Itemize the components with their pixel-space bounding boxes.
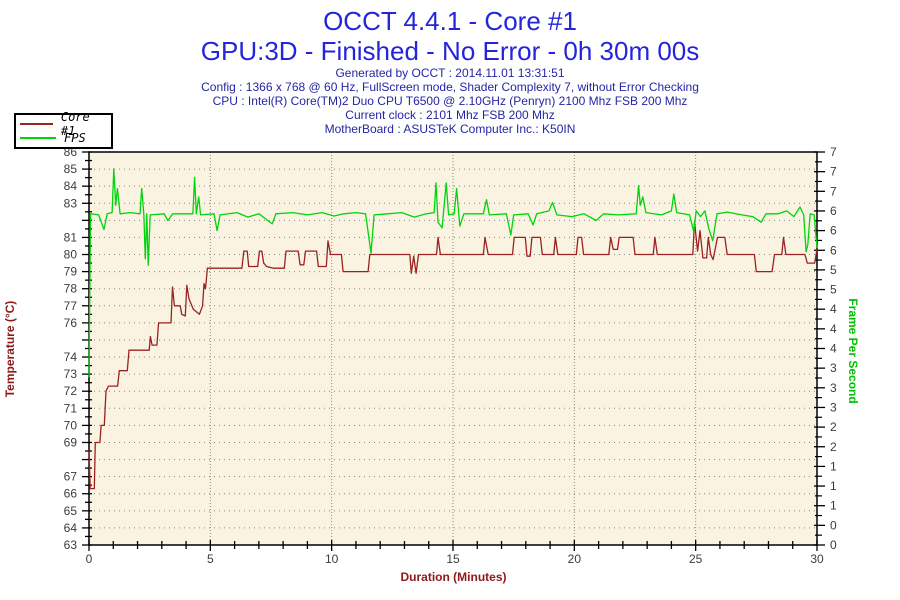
y-right-tick-label: 3 <box>830 400 837 414</box>
y-left-tick-label: 84 <box>64 179 78 193</box>
y-right-tick-label: 0 <box>830 518 837 532</box>
y-right-tick-label: 2 <box>830 440 837 454</box>
y-left-tick-label: 81 <box>64 230 78 244</box>
y-right-tick-label: 4 <box>830 322 837 336</box>
fps-line-swatch <box>20 137 56 139</box>
x-tick-label: 25 <box>689 552 703 566</box>
y-left-tick-label: 79 <box>64 265 78 279</box>
y-left-tick-label: 74 <box>64 350 78 364</box>
x-tick-label: 5 <box>207 552 214 566</box>
x-tick-label: 30 <box>810 552 824 566</box>
y-left-tick-label: 66 <box>64 487 78 501</box>
info-motherboard: MotherBoard : ASUSTeK Computer Inc.: K50… <box>324 122 576 136</box>
report-header: OCCT 4.4.1 - Core #1 GPU:3D - Finished -… <box>0 0 900 136</box>
chart-legend: Core #1 FPS <box>14 110 113 149</box>
y-left-tick-label: 85 <box>64 162 78 176</box>
info-generated: Generated by OCCT : 2014.11.01 13:31:51 <box>335 66 565 80</box>
y-left-tick-label: 73 <box>64 367 78 381</box>
x-tick-label: 10 <box>325 552 339 566</box>
gridlines <box>89 152 817 545</box>
x-tick-label: 15 <box>446 552 460 566</box>
temperature-series-line <box>88 221 818 490</box>
y-axis-title-fps: Frame Per Second <box>846 298 860 404</box>
y-axis-title-temperature: Temperature (°C) <box>3 300 17 398</box>
y-left-tick-label: 77 <box>64 299 78 313</box>
y-left-tick-label: 80 <box>64 248 78 262</box>
legend-item-fps: FPS <box>16 131 111 145</box>
info-cpu: CPU : Intel(R) Core(TM)2 Duo CPU T6500 @… <box>212 94 688 108</box>
y-left-tick-label: 63 <box>64 538 78 552</box>
y-right-tick-label: 3 <box>830 381 837 395</box>
y-left-tick-label: 65 <box>64 504 78 518</box>
y-right-tick-label: 1 <box>830 479 837 493</box>
y-left-tick-label: 76 <box>64 316 78 330</box>
y-left-tick-label: 70 <box>64 418 78 432</box>
y-right-tick-label: 4 <box>830 342 837 356</box>
y-right-tick-label: 5 <box>830 263 837 277</box>
y-left-tick-label: 72 <box>64 384 78 398</box>
y-right-tick-label: 7 <box>830 184 837 198</box>
page-title: OCCT 4.4.1 - Core #1 <box>323 6 577 36</box>
report-info-block: Generated by OCCT : 2014.11.01 13:31:51 … <box>0 66 900 136</box>
y-right-tick-label: 1 <box>830 459 837 473</box>
page-subtitle: GPU:3D - Finished - No Error - 0h 30m 00… <box>200 36 700 66</box>
x-tick-label: 0 <box>86 552 93 566</box>
y-axis-right: 7 7 7 6 6 6 5 5 4 4 4 3 3 3 2 2 1 1 1 0 0 <box>814 145 837 552</box>
info-clock: Current clock : 2101 Mhz FSB 200 Mhz <box>345 108 555 122</box>
y-right-tick-label: 6 <box>830 224 837 238</box>
x-axis: 0 5 10 15 20 25 30 <box>86 540 824 566</box>
legend-label-core1: Core #1 <box>60 110 90 138</box>
y-right-tick-label: 4 <box>830 302 837 316</box>
y-right-tick-label: 6 <box>830 243 837 257</box>
y-right-tick-label: 2 <box>830 420 837 434</box>
y-right-tick-label: 5 <box>830 283 837 297</box>
y-left-tick-label: 78 <box>64 282 78 296</box>
y-right-tick-label: 7 <box>830 165 837 179</box>
x-axis-title-duration: Duration (Minutes) <box>400 570 507 584</box>
info-config: Config : 1366 x 768 @ 60 Hz, FullScreen … <box>201 80 699 94</box>
y-left-tick-label: 69 <box>64 435 78 449</box>
legend-item-core1: Core #1 <box>16 110 111 138</box>
plot-background <box>89 152 817 545</box>
legend-label-fps: FPS <box>64 131 86 145</box>
y-right-tick-label: 3 <box>830 361 837 375</box>
fps-series-line <box>88 168 818 378</box>
y-left-tick-label: 83 <box>64 196 78 210</box>
y-right-tick-label: 7 <box>830 145 837 159</box>
y-right-tick-label: 0 <box>830 538 837 552</box>
y-left-tick-label: 67 <box>64 470 78 484</box>
core1-line-swatch <box>20 123 53 125</box>
x-tick-label: 20 <box>568 552 582 566</box>
y-left-tick-label: 71 <box>64 401 78 415</box>
y-right-tick-label: 6 <box>830 204 837 218</box>
y-right-tick-label: 1 <box>830 499 837 513</box>
y-axis-left: 8685848381807978777674737271706967666564… <box>64 145 92 552</box>
y-left-tick-label: 64 <box>64 521 78 535</box>
